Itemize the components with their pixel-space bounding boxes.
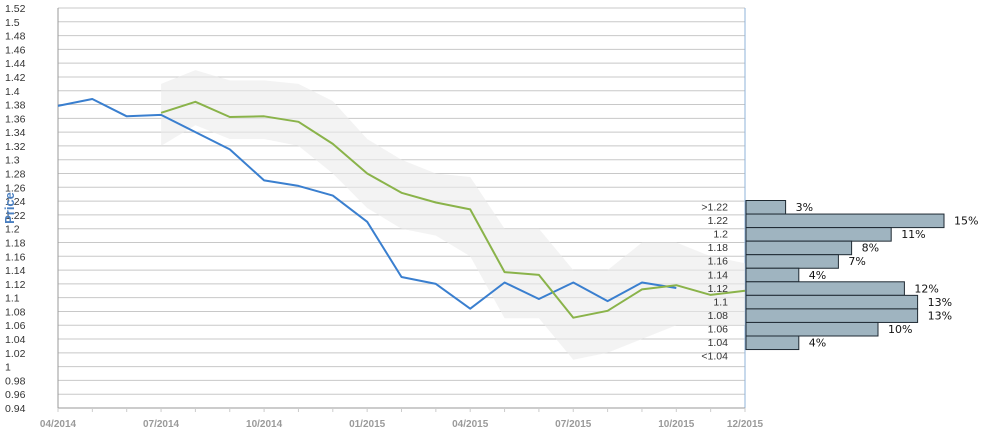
x-tick-label: 07/2014 xyxy=(143,419,180,430)
distribution-bar xyxy=(745,213,945,229)
y-tick-label: 1.3 xyxy=(5,155,20,167)
y-tick-label: 1.28 xyxy=(5,169,26,181)
distribution-bin-label: 1.18 xyxy=(708,242,729,254)
y-tick-label: 1.42 xyxy=(5,72,26,84)
distribution-percent-label: 4% xyxy=(809,269,826,282)
y-tick-label: 0.94 xyxy=(5,403,26,415)
y-tick-label: 1 xyxy=(5,362,11,374)
y-tick-label: 1.14 xyxy=(5,265,26,277)
y-axis-label: Price xyxy=(2,192,17,224)
distribution-bin-label: 1.1 xyxy=(713,296,728,308)
distribution-bar xyxy=(745,294,919,310)
x-tick-label: 10/2014 xyxy=(246,419,283,430)
distribution-bar xyxy=(745,227,892,242)
distribution-bar xyxy=(745,200,787,215)
actual-price-line xyxy=(57,98,677,310)
distribution-percent-label: 15% xyxy=(954,215,978,228)
y-tick-label: 1.46 xyxy=(5,44,26,56)
distribution-percent-label: 13% xyxy=(928,296,952,309)
y-tick-label: 0.96 xyxy=(5,389,26,401)
y-tick-label: 1.18 xyxy=(5,237,26,249)
distribution-bar xyxy=(745,254,839,269)
distribution-percent-label: 11% xyxy=(901,228,925,241)
x-tick-label: 04/2015 xyxy=(452,419,489,430)
distribution-bar xyxy=(745,281,905,296)
distribution-percent-label: 12% xyxy=(914,282,938,295)
y-tick-label: 1.24 xyxy=(5,196,26,208)
y-tick-label: 1.32 xyxy=(5,141,26,153)
distribution-bar xyxy=(745,267,800,283)
y-tick-label: 1.5 xyxy=(5,17,20,29)
distribution-percent-label: 10% xyxy=(888,323,912,336)
distribution-bin-label: 1.04 xyxy=(708,337,729,349)
y-tick-label: 1.04 xyxy=(5,334,26,346)
y-tick-label: 1.36 xyxy=(5,113,26,125)
x-tick-label: 07/2015 xyxy=(555,419,592,430)
y-tick-label: 1.1 xyxy=(5,293,20,305)
distribution-percent-label: 7% xyxy=(848,255,865,268)
distribution-bar xyxy=(745,308,919,323)
distribution-bin-label: 1.14 xyxy=(708,269,729,281)
distribution-bin-label: 1.16 xyxy=(708,256,729,268)
distribution-bin-label: 1.06 xyxy=(708,323,729,335)
y-tick-label: 1.52 xyxy=(5,3,26,15)
y-tick-label: 1.2 xyxy=(5,224,20,236)
distribution-percent-label: 8% xyxy=(862,242,879,255)
x-tick-label: 10/2015 xyxy=(658,419,695,430)
distribution-bin-label: <1.04 xyxy=(701,351,728,363)
y-tick-label: 1.26 xyxy=(5,182,26,194)
distribution-bar xyxy=(745,240,853,256)
y-tick-label: 1.48 xyxy=(5,31,26,43)
y-tick-label: 0.98 xyxy=(5,375,26,387)
y-tick-label: 1.34 xyxy=(5,127,26,139)
x-tick-label: 01/2015 xyxy=(349,419,386,430)
forecast-price-line xyxy=(160,100,746,319)
y-tick-label: 1.22 xyxy=(5,210,26,222)
y-tick-label: 1.44 xyxy=(5,58,26,70)
distribution-percent-label: 3% xyxy=(796,201,813,214)
y-tick-label: 1.02 xyxy=(5,348,26,360)
y-tick-label: 1.16 xyxy=(5,251,26,263)
y-tick-label: 1.08 xyxy=(5,306,26,318)
y-tick-label: 1.06 xyxy=(5,320,26,332)
y-tick-label: 1.4 xyxy=(5,86,20,98)
x-tick-label: 04/2014 xyxy=(40,419,77,430)
distribution-bin-label: 1.22 xyxy=(708,215,729,227)
distribution-bin-label: >1.22 xyxy=(701,202,728,214)
distribution-bin-label: 1.2 xyxy=(713,229,728,241)
distribution-bin-label: 1.12 xyxy=(708,283,729,295)
distribution-bar xyxy=(745,335,800,351)
distribution-bar xyxy=(745,321,879,337)
y-tick-label: 1.12 xyxy=(5,279,26,291)
confidence-band xyxy=(161,70,746,360)
distribution-percent-label: 4% xyxy=(809,337,826,350)
distribution-percent-label: 13% xyxy=(928,309,952,322)
y-tick-label: 1.38 xyxy=(5,100,26,112)
x-tick-label: 12/2015 xyxy=(727,419,764,430)
distribution-bin-label: 1.08 xyxy=(708,310,729,322)
